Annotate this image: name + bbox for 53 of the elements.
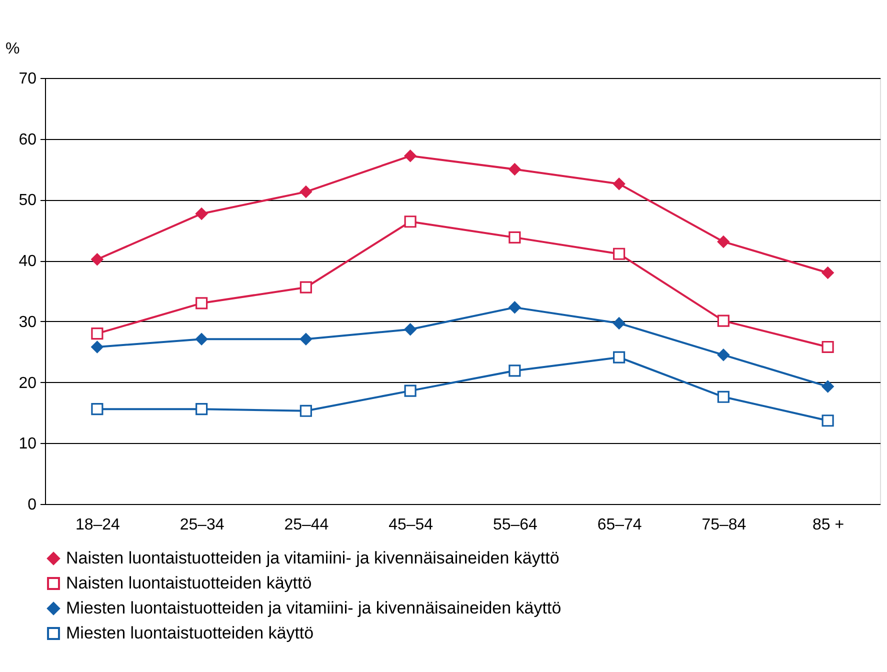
legend-label: Miesten luontaistuotteiden ja vitamiini- ja kivennäisaineiden käyttö xyxy=(66,598,562,618)
point xyxy=(717,390,730,403)
legend-label: Miesten luontaistuotteiden käyttö xyxy=(66,624,314,642)
y-tick-label: 30 xyxy=(18,314,37,331)
y-tick-label: 10 xyxy=(18,436,37,453)
point xyxy=(300,281,312,294)
point xyxy=(822,266,834,279)
x-tick-label: 18–24 xyxy=(75,516,120,534)
y-tick-label: 70 xyxy=(18,70,37,88)
point xyxy=(196,403,208,416)
x-tick-label: 75–84 xyxy=(702,516,746,534)
x-tick-label: 85 + xyxy=(812,516,844,534)
legend-label: Naisten luontaistuotteiden käyttö xyxy=(66,574,312,592)
point xyxy=(717,348,730,361)
point xyxy=(300,333,312,346)
x-tick-label: 55–64 xyxy=(492,516,538,534)
x-tick-label: 65–74 xyxy=(597,516,642,534)
point xyxy=(822,380,834,393)
point xyxy=(91,253,104,266)
point xyxy=(613,317,626,330)
point xyxy=(404,384,416,397)
point xyxy=(91,328,104,340)
y-tick-label: 0 xyxy=(28,496,37,514)
point xyxy=(300,186,312,198)
point xyxy=(717,236,730,248)
point xyxy=(300,404,312,417)
point xyxy=(822,340,834,354)
x-tick-label: 25–44 xyxy=(284,516,329,534)
point xyxy=(717,314,730,327)
point xyxy=(508,364,521,377)
y-tick-label: 50 xyxy=(18,192,37,210)
point xyxy=(196,333,208,346)
point xyxy=(404,323,416,336)
x-tick-label: 45–54 xyxy=(388,516,434,534)
point xyxy=(404,150,416,162)
y-tick-label: 20 xyxy=(18,374,37,392)
point xyxy=(822,414,834,427)
point xyxy=(508,301,521,314)
y-tick-label: 60 xyxy=(18,131,37,148)
point xyxy=(613,178,626,190)
point xyxy=(508,231,521,244)
point xyxy=(508,163,521,176)
legend-label: Naisten luontaistuotteiden ja vitamiini- ja kivennäisaineiden käyttö xyxy=(66,548,560,568)
point xyxy=(404,216,416,228)
point xyxy=(196,208,208,220)
point xyxy=(91,340,104,354)
point xyxy=(613,248,626,260)
x-tick-label: 25–34 xyxy=(180,516,224,534)
point xyxy=(613,351,626,364)
y-axis-title: % xyxy=(6,40,20,58)
y-tick-label: 40 xyxy=(18,253,37,270)
point xyxy=(91,403,104,416)
point xyxy=(196,297,208,310)
